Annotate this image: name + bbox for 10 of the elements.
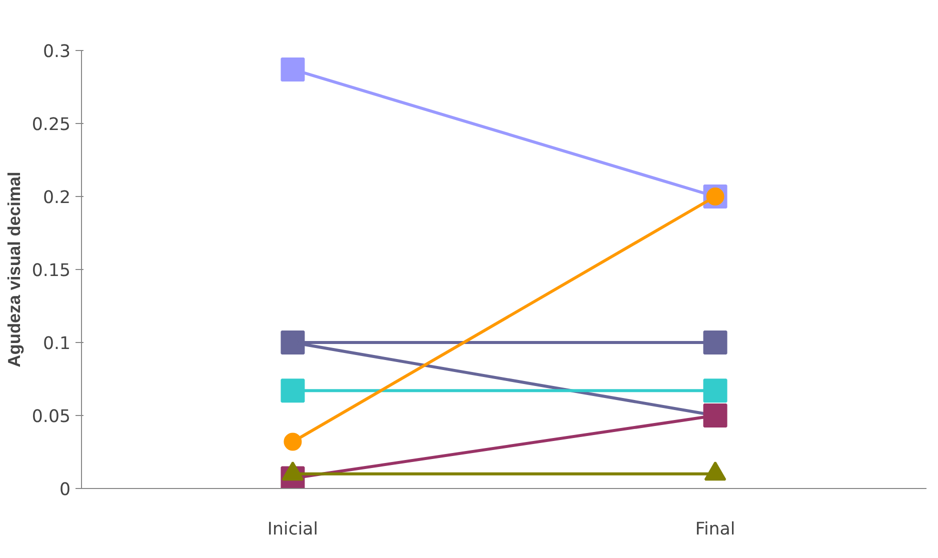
y-tick-label: 0.1 [42, 334, 71, 354]
y-tick-label: 0.05 [32, 407, 71, 427]
y-tick-label: 0.15 [32, 261, 71, 281]
x-tick-label: Final [695, 520, 736, 540]
y-tick-label: 0.2 [42, 188, 71, 208]
y-tick-label: 0 [59, 480, 71, 500]
y-tick-label: 0.25 [32, 115, 71, 135]
y-tick-label: 0.3 [42, 42, 71, 62]
x-tick-label: Inicial [267, 520, 318, 540]
y-axis-title: Agudeza visual decimal [4, 172, 24, 368]
